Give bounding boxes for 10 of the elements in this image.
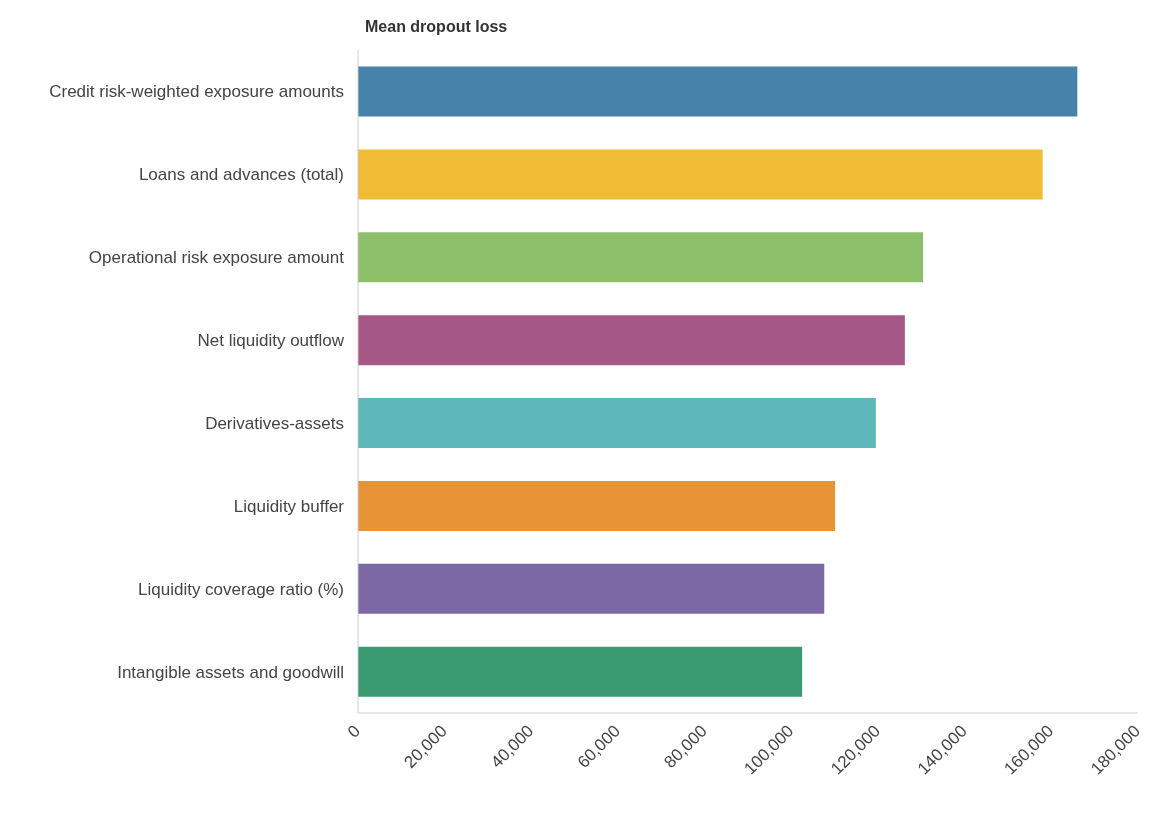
x-tick-label: 0 xyxy=(343,721,364,742)
y-tick-label: Liquidity buffer xyxy=(233,496,345,516)
chart-title: Mean dropout loss xyxy=(365,18,508,36)
y-tick-label: Liquidity coverage ratio (%) xyxy=(138,579,344,599)
y-tick-label: Net liquidity outflow xyxy=(197,331,345,351)
y-tick-label: Operational risk exposure amount xyxy=(88,248,345,268)
y-tick-label: Intangible assets and goodwill xyxy=(117,662,344,682)
y-tick-label: Derivatives-assets xyxy=(205,413,344,433)
y-tick-label: Credit risk-weighted exposure amounts xyxy=(49,82,344,102)
y-tick-label: Loans and advances (total) xyxy=(138,165,344,185)
